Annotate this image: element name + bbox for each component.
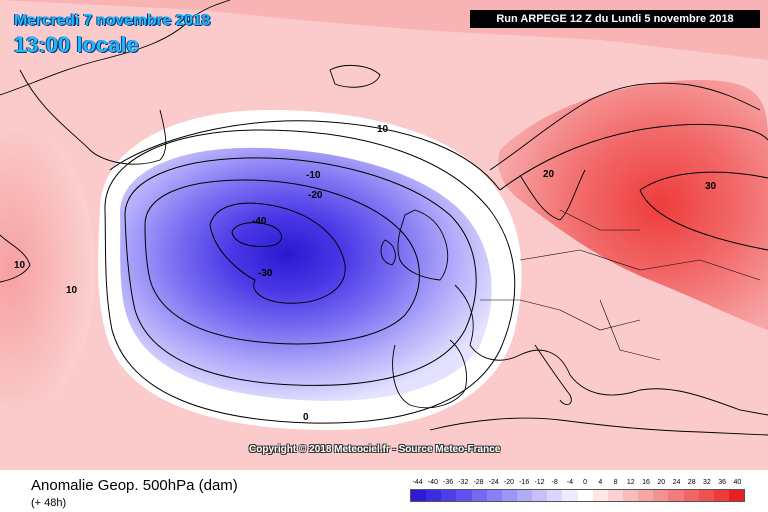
scale-swatch: [562, 490, 578, 501]
scale-swatch: [577, 490, 593, 501]
scale-tick-label: -8: [551, 479, 558, 486]
scale-tick-label: 4: [598, 479, 603, 486]
scale-tick-label: 0: [583, 479, 588, 486]
country-borders: [480, 209, 761, 361]
scale-swatch: [728, 490, 745, 501]
scale-tick-label: -12: [534, 479, 545, 486]
scale-swatch: [486, 490, 502, 501]
scale-swatch: [471, 490, 487, 501]
contour-10: [109, 120, 501, 191]
contour-lines: [104, 120, 768, 424]
scale-swatch: [547, 490, 563, 501]
contour-label: 30: [705, 181, 717, 192]
contour-0: [104, 129, 516, 424]
scale-tick-label: -44: [412, 479, 423, 486]
scale-tick-label: -36: [443, 479, 454, 486]
scale-swatch: [426, 490, 442, 501]
europe-coast: [454, 284, 768, 416]
scale-swatch: [668, 490, 684, 501]
forecast-date: Mercredi 7 novembre 2018: [14, 12, 211, 29]
scale-swatch: [532, 490, 548, 501]
forecast-local-time: 13:00 locale: [14, 32, 139, 57]
contour-20: [499, 123, 768, 191]
scale-swatch: [653, 490, 669, 501]
contour-label: -30: [258, 268, 273, 279]
scale-swatch: [501, 490, 517, 501]
scandinavia-coast: [489, 82, 761, 221]
low-anomaly-area: [119, 147, 492, 401]
contour-minus10: [124, 157, 477, 386]
scale-tick-label: 24: [672, 479, 681, 486]
greenland-coast: [0, 0, 231, 165]
footer-legend: Anomalie Geop. 500hPa (dam) (+ 48h) -44-…: [0, 470, 768, 512]
contour-label: -20: [308, 190, 323, 201]
coastlines: [0, 0, 768, 436]
italy-coast: [534, 344, 572, 406]
contour-label: 20: [543, 169, 555, 180]
scale-swatch: [411, 490, 427, 501]
scale-swatch: [698, 490, 714, 501]
british-isles-coast: [380, 209, 449, 281]
contour-label: 10: [377, 124, 389, 135]
field-title: Anomalie Geop. 500hPa (dam): [31, 477, 238, 494]
color-scale-labels: -44 -40 -36 -32 -28 -24 -20 -16 -12 -8 -4 0 4 8 12 16 20…: [410, 479, 745, 489]
scale-tick-label: -16: [519, 479, 530, 486]
scale-tick-label: 32: [703, 479, 711, 486]
contour-label: 0: [303, 412, 309, 423]
scale-tick-label: -20: [503, 479, 515, 486]
contour-minus20: [144, 179, 420, 345]
scale-swatch: [592, 490, 608, 501]
scale-tick-label: -32: [458, 479, 469, 486]
contour-minus40: [231, 222, 282, 247]
scale-swatch: [713, 490, 729, 501]
iceland-coast: [329, 64, 381, 88]
model-run-label: Run ARPEGE 12 Z du Lundi 5 novembre 2018: [470, 10, 760, 28]
scale-tick-label: 12: [626, 479, 635, 486]
scale-swatch: [516, 490, 533, 501]
scale-swatch: [622, 490, 639, 501]
scale-swatch: [607, 490, 623, 501]
scale-tick-label: 8: [613, 479, 618, 486]
contour-minus30: [209, 202, 346, 304]
scale-swatch: [638, 490, 654, 501]
scale-swatch: [456, 490, 472, 501]
color-scale-bar: [410, 489, 745, 502]
scale-tick-label: -28: [473, 479, 484, 486]
scale-tick-label: 28: [687, 479, 696, 486]
scale-swatch: [441, 490, 457, 501]
iberia-coast: [392, 339, 467, 409]
copyright-notice: Copyright © 2018 Meteociel.fr - Source M…: [249, 444, 501, 455]
scale-tick-label: 16: [642, 479, 650, 486]
scale-tick-label: -4: [566, 479, 573, 486]
contour-label-group: 10 10 10 -10 -20 -40 -30 0 20 30: [14, 124, 717, 423]
canada-coast: [0, 234, 31, 283]
contour-30: [639, 171, 768, 251]
scale-tick-label: -40: [427, 479, 438, 486]
contour-label: -10: [306, 170, 321, 181]
anomaly-map: 10 10 10 -10 -20 -40 -30 0 20 30: [0, 0, 768, 470]
scale-tick-label: 20: [657, 479, 666, 486]
west-high-area: [0, 130, 95, 410]
scale-swatch: [683, 490, 699, 501]
contour-label: 10: [66, 285, 78, 296]
contour-label: 10: [14, 260, 26, 271]
contour-label: -40: [252, 216, 267, 227]
scale-tick-label: 40: [733, 479, 742, 486]
scale-tick-label: 36: [718, 479, 727, 486]
africa-coast: [429, 417, 768, 436]
lead-time: (+ 48h): [31, 497, 67, 509]
scale-tick-label: -24: [488, 479, 499, 486]
east-high-area: [498, 80, 768, 330]
